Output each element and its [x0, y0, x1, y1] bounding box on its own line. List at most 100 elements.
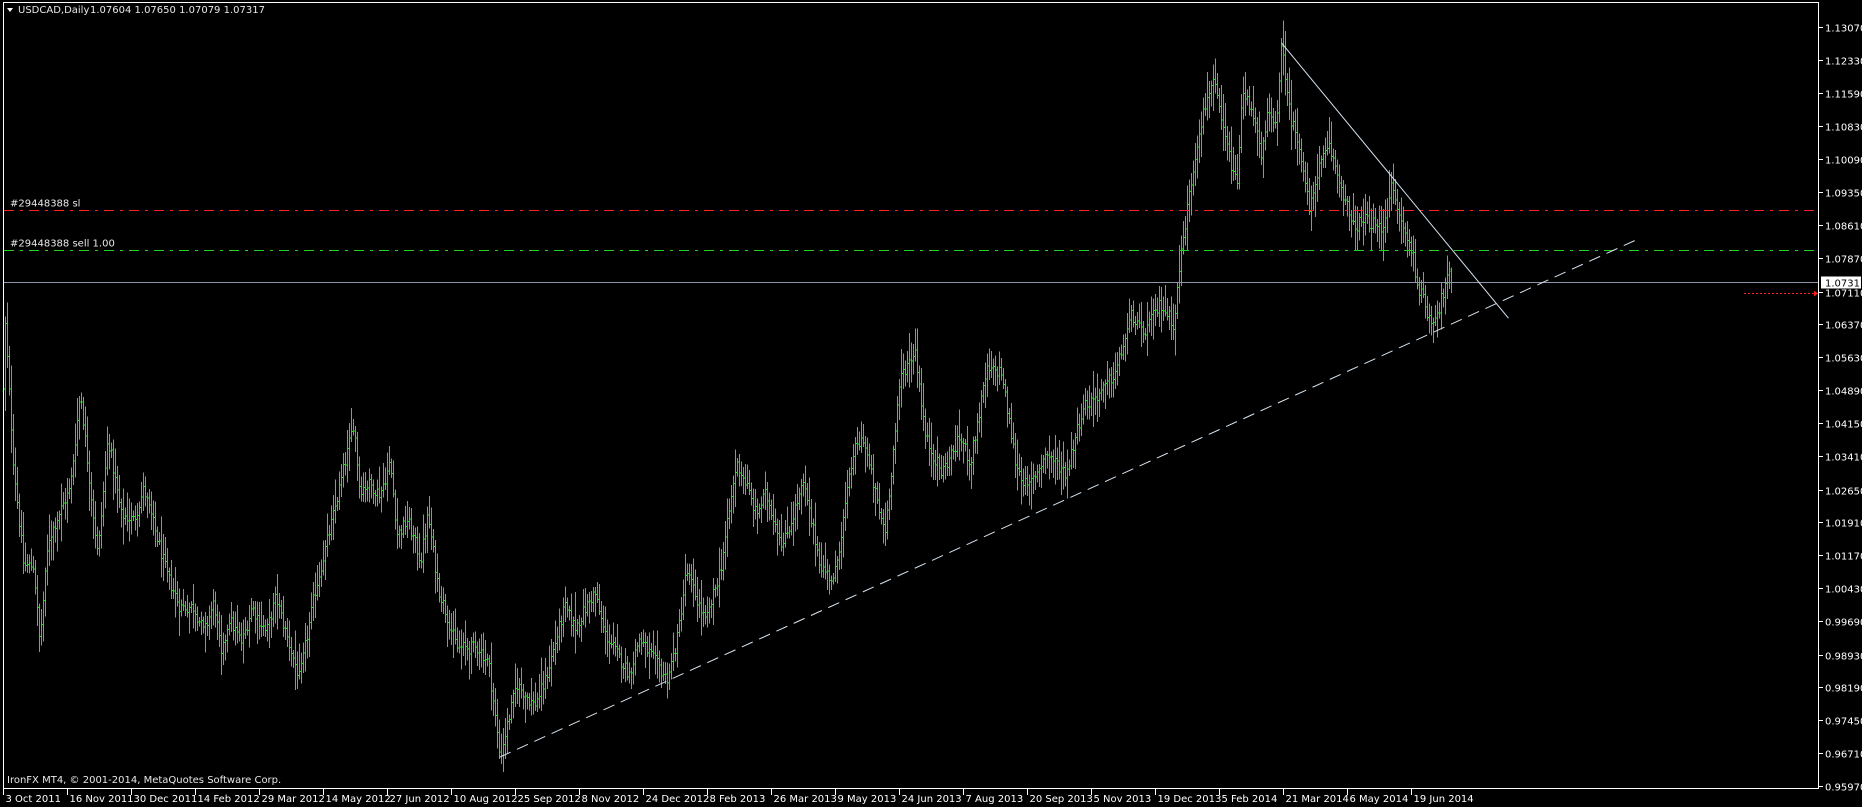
ohlc-bar: [1442, 288, 1445, 308]
price-tick-label: 1.07870: [1825, 255, 1862, 266]
ohlc-bar: [1020, 456, 1023, 505]
ohlc-bar: [116, 466, 119, 513]
ohlc-bar: [400, 524, 403, 549]
ohlc-bar: [304, 622, 307, 672]
ohlc-bar: [1102, 381, 1105, 403]
ohlc-bar: [462, 632, 465, 657]
ohlc-bar: [16, 467, 19, 509]
ohlc-bar: [910, 342, 913, 383]
ohlc-bar: [786, 506, 789, 539]
ohlc-bar: [314, 572, 317, 619]
ohlc-bar: [918, 365, 921, 392]
ohlc-bar: [852, 444, 855, 476]
ohlc-bar: [1120, 344, 1123, 360]
ohlc-bar: [422, 514, 425, 573]
ohlc-bar: [1290, 80, 1293, 151]
ohlc-bar: [722, 541, 725, 581]
ohlc-bar: [494, 688, 497, 727]
ohlc-bar: [332, 494, 335, 540]
ohlc-bar: [990, 350, 993, 379]
ohlc-bar: [728, 498, 731, 530]
ohlc-bar: [832, 573, 835, 585]
ohlc-bar: [1392, 163, 1395, 204]
ohlc-bar: [66, 478, 69, 523]
date-tick-label: 19 Dec 2013: [1158, 794, 1222, 805]
ohlc-bar: [992, 358, 995, 385]
ohlc-bar: [154, 501, 157, 548]
ohlc-bar: [1444, 277, 1447, 315]
date-tick-label: 21 Mar 2014: [1286, 794, 1349, 805]
ohlc-bar: [1178, 244, 1181, 304]
triangle-down-icon[interactable]: [7, 8, 13, 12]
ohlc-bar: [184, 601, 187, 617]
ohlc-bar: [720, 548, 723, 580]
ohlc-bar: [1094, 387, 1097, 416]
ohlc-bar: [1286, 73, 1289, 106]
ohlc-bar: [1258, 111, 1261, 158]
date-tick-label: 24 Dec 2012: [646, 794, 710, 805]
ohlc-bar: [814, 502, 817, 567]
ohlc-bar: [600, 601, 603, 634]
ohlc-bar: [186, 594, 189, 618]
ohlc-bar: [514, 663, 517, 708]
ohlc-bar: [376, 479, 379, 507]
ohlc-bar: [1108, 368, 1111, 399]
ohlc-bar: [1182, 221, 1185, 255]
ohlc-bar: [244, 617, 247, 640]
ohlc-bar: [1040, 454, 1043, 488]
ohlc-bar: [364, 472, 367, 503]
date-tick-label: 14 May 2012: [326, 794, 391, 805]
ohlc-bar: [1126, 312, 1129, 355]
price-axis[interactable]: 1.13070 1.12330 1.11590 1.10830 1.10090 1.093…: [1819, 24, 1862, 794]
time-axis[interactable]: 3 Oct 2011 16 Nov 2011 30 Dec 2011 14 Feb 2…: [3, 789, 1474, 805]
ohlc-bar: [158, 531, 161, 545]
ohlc-bar: [564, 586, 567, 622]
date-tick-label: 24 Jun 2013: [902, 794, 962, 805]
ohlc-bar: [988, 348, 991, 381]
ohlc-bar: [778, 520, 781, 546]
ohlc-bar: [1032, 463, 1035, 495]
ohlc-bar: [1446, 255, 1449, 299]
ohlc-bar: [372, 479, 375, 505]
ohlc-bar: [700, 580, 703, 636]
ohlc-bar: [176, 580, 179, 607]
ohlc-bar: [1134, 316, 1137, 336]
ohlc-bar: [410, 507, 413, 541]
ohlc-bar: [190, 600, 193, 614]
ohlc-bar: [788, 525, 791, 539]
ohlc-bar: [1342, 180, 1345, 216]
ohlc-bar: [414, 527, 417, 553]
ohlc-bar: [40, 608, 43, 646]
price-tick-label: 0.95970: [1825, 783, 1862, 794]
ohlc-bar: [1434, 304, 1437, 326]
ohlc-bar: [174, 566, 177, 618]
trendlines[interactable]: [499, 42, 1642, 758]
ohlc-bar: [344, 452, 347, 476]
ohlc-bar: [782, 532, 785, 556]
ohlc-bar: [1436, 300, 1439, 338]
ohlc-bar: [542, 670, 545, 705]
resistance-trendline[interactable]: [1281, 42, 1509, 319]
ohlc-bar: [572, 616, 575, 637]
ohlc-bar: [1308, 177, 1311, 216]
ohlc-bar: [1022, 468, 1025, 497]
ohlc-bar: [1196, 135, 1199, 179]
ohlc-bar: [768, 492, 771, 521]
ohlc-bar: [664, 661, 667, 685]
ohlc-bar: [882, 508, 885, 544]
date-tick-label: 14 Feb 2012: [198, 794, 260, 805]
ohlc-bar: [430, 507, 433, 551]
ohlc-bar: [796, 483, 799, 530]
ohlc-bar: [1226, 125, 1229, 161]
ohlc-bar: [418, 532, 421, 569]
ohlc-bar: [1084, 388, 1087, 416]
ohlc-bar: [270, 611, 273, 638]
ohlc-bar: [108, 434, 111, 470]
ohlc-bar: [1138, 303, 1141, 329]
ohlc-bar: [1144, 328, 1147, 341]
ohlc-bar: [616, 624, 619, 662]
ohlc-bar: [264, 619, 267, 637]
ohlc-bar: [68, 478, 71, 500]
